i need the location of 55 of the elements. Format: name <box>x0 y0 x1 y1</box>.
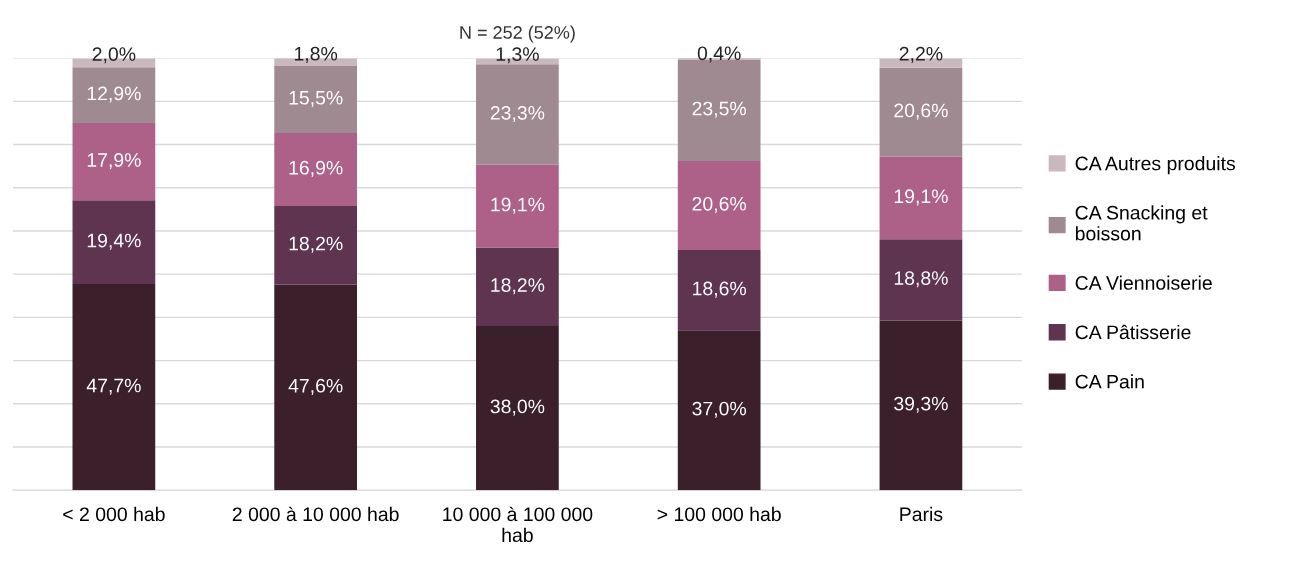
legend-label: CA Viennoiserie <box>1075 275 1212 290</box>
bar <box>274 284 357 491</box>
data-label: 2,2% <box>899 46 943 63</box>
data-label: 2,0% <box>92 47 136 64</box>
data-label: 18,6% <box>693 281 747 298</box>
data-label: 47,6% <box>288 378 343 395</box>
bar <box>476 64 559 165</box>
data-label: 17,9% <box>87 153 141 170</box>
bar <box>274 132 357 206</box>
data-label: 1,3% <box>496 47 539 64</box>
bar <box>72 122 156 201</box>
data-label: 39,3% <box>894 396 948 413</box>
bar <box>677 249 761 331</box>
legend-label: CA Pâtisserie <box>1075 324 1191 340</box>
data-label: 0,4% <box>697 46 741 63</box>
bar <box>476 247 559 327</box>
bar <box>879 156 963 240</box>
data-label: 23,5% <box>692 101 747 118</box>
data-label: 47,7% <box>86 378 141 395</box>
data-label: 38,0% <box>490 399 545 416</box>
chart-title: N = 252 (52%) <box>460 25 575 43</box>
bar <box>879 320 963 491</box>
bar <box>677 330 761 491</box>
data-label: 20,6% <box>894 103 948 120</box>
legend-label: CA Autres produits <box>1075 156 1236 175</box>
data-label: 19,4% <box>87 233 141 250</box>
data-label: 15,5% <box>289 90 343 107</box>
data-label: 12,9% <box>87 86 141 103</box>
bar <box>72 284 156 491</box>
bar <box>879 67 963 157</box>
bar <box>879 239 963 321</box>
data-label: 19,1% <box>491 197 545 214</box>
data-label: 37,0% <box>692 401 747 418</box>
x-tick-label: Paris <box>900 506 943 522</box>
x-tick-label: > 100 000 hab <box>657 506 781 522</box>
bar <box>274 65 357 133</box>
bar <box>476 164 559 248</box>
data-label: 20,6% <box>692 196 747 213</box>
bar <box>274 205 357 285</box>
bar <box>72 200 156 285</box>
data-label: 18,2% <box>491 278 545 295</box>
x-tick-label: 10 000 à 100 000 hab <box>443 506 593 543</box>
data-label: 23,3% <box>490 105 545 123</box>
bar <box>476 326 559 491</box>
data-label: 18,8% <box>894 271 948 288</box>
data-label: 18,2% <box>289 236 343 253</box>
bar <box>72 67 156 123</box>
legend-label: CA Snacking et boisson <box>1075 205 1208 241</box>
legend-label: CA Pain <box>1075 374 1144 389</box>
data-label: 1,8% <box>294 46 338 63</box>
data-label: 19,1% <box>894 189 948 206</box>
data-label: 16,9% <box>289 160 343 177</box>
bar <box>677 160 761 250</box>
x-tick-label: 2 000 à 10 000 hab <box>232 506 399 522</box>
x-tick-label: < 2 000 hab <box>63 506 165 522</box>
